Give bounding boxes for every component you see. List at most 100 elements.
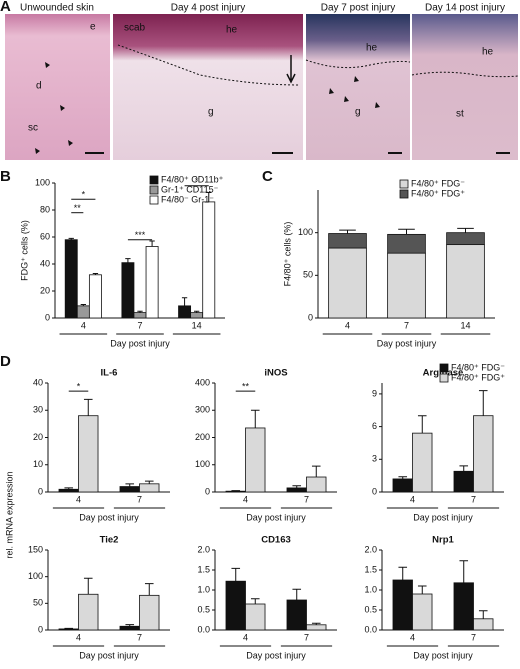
histology-image (113, 14, 303, 160)
bar (133, 312, 147, 319)
error-bar (231, 490, 241, 492)
error-bar (231, 567, 241, 582)
legend-label: F4/80⁺ FDG⁺ (411, 188, 465, 198)
bar (190, 312, 204, 319)
error-bar (144, 480, 154, 484)
x-tick-label: 4 (76, 494, 81, 504)
bar (473, 415, 494, 493)
x-tick-label: 4 (243, 494, 248, 504)
error-bar (311, 465, 321, 478)
y-tick-label: 50 (303, 270, 313, 280)
bar (121, 262, 135, 319)
x-tick-label: 14 (192, 320, 202, 330)
y-tick-label: 400 (195, 377, 210, 387)
boundary-line (305, 59, 411, 69)
error-bar (457, 227, 474, 233)
bar (145, 246, 159, 319)
significance-label: ** (74, 203, 82, 213)
error-bar (144, 583, 154, 596)
error-bar (417, 415, 427, 434)
error-bar (92, 272, 99, 275)
error-bar (80, 304, 86, 306)
bar (119, 625, 140, 631)
bar (78, 593, 99, 631)
error-bar (194, 310, 200, 313)
legend-swatch (149, 185, 159, 195)
x-axis-label: Day post injury (79, 512, 139, 522)
y-tick-label: 0.0 (197, 624, 210, 634)
bar (225, 490, 246, 493)
y-tick-label: 150 (28, 544, 43, 554)
histology-image (5, 14, 110, 160)
x-tick-label: 7 (137, 632, 142, 642)
x-axis-label: Day post injury (246, 650, 306, 660)
x-tick-label: 14 (460, 320, 470, 330)
y-tick-label: 100 (35, 177, 50, 187)
y-tick-label: 0 (45, 312, 50, 322)
image-label: g (355, 107, 361, 118)
panel-label: B (0, 168, 11, 185)
error-bar (311, 622, 321, 625)
panel-label: C (262, 168, 273, 185)
chart-title: Arginase (423, 368, 464, 379)
y-tick-label: 50 (33, 598, 43, 608)
error-bar (459, 560, 469, 583)
legend-swatch (399, 189, 409, 199)
error-bar (125, 258, 131, 263)
bar (392, 478, 413, 493)
bar (119, 486, 140, 493)
y-tick-label: 1.5 (197, 564, 210, 574)
bar (139, 483, 160, 493)
histology-image (412, 14, 518, 160)
bar (328, 247, 367, 319)
error-bar (339, 229, 356, 234)
error-bar (398, 566, 408, 580)
bar (58, 628, 79, 631)
y-axis-label: rel. mRNA expression (4, 471, 14, 558)
x-tick-label: 7 (304, 494, 309, 504)
error-bar (83, 398, 93, 416)
error-bar (181, 297, 188, 306)
x-tick-label: 4 (345, 320, 350, 330)
bar (412, 432, 433, 493)
bar (328, 233, 367, 249)
legend-label: F4/80⁺ FDG⁺ (451, 372, 505, 382)
y-tick-label: 2.0 (197, 544, 210, 554)
legend-swatch (439, 373, 449, 383)
y-tick-label: 80 (40, 204, 50, 214)
significance-label: ** (242, 382, 250, 392)
error-bar (64, 627, 74, 629)
x-tick-label: 4 (410, 632, 415, 642)
bar (245, 603, 266, 631)
y-axis-label: FDG⁺ cells (%) (19, 220, 29, 281)
significance-label: * (82, 190, 86, 200)
error-bar (137, 310, 143, 313)
legend-swatch (149, 195, 159, 205)
x-tick-label: 7 (404, 320, 409, 330)
bar (286, 599, 307, 631)
error-bar (83, 577, 93, 595)
y-tick-label: 30 (33, 405, 43, 415)
panel-a: Unwounded skin Day 4 post injury Day 7 p… (5, 3, 519, 160)
bar (58, 488, 79, 493)
bar (178, 305, 192, 319)
y-tick-label: 40 (33, 377, 43, 387)
error-bar (292, 588, 302, 600)
error-bar (398, 228, 415, 235)
error-bar (478, 390, 488, 416)
bar (453, 470, 474, 493)
image-label: he (226, 25, 238, 36)
bar (473, 618, 494, 631)
chart-title: IL-6 (101, 368, 118, 379)
bar (88, 274, 102, 319)
x-axis-label: Day post injury (79, 650, 139, 660)
error-bar (68, 237, 74, 240)
image-label: sc (28, 123, 38, 134)
error-bar (398, 476, 408, 479)
legend-label: Gr-1⁺ CD115⁻ (161, 184, 219, 194)
image-title: Day 7 post injury (321, 3, 395, 14)
bar (453, 582, 474, 631)
x-tick-label: 4 (410, 494, 415, 504)
error-bar (417, 585, 427, 594)
bar (306, 476, 327, 493)
